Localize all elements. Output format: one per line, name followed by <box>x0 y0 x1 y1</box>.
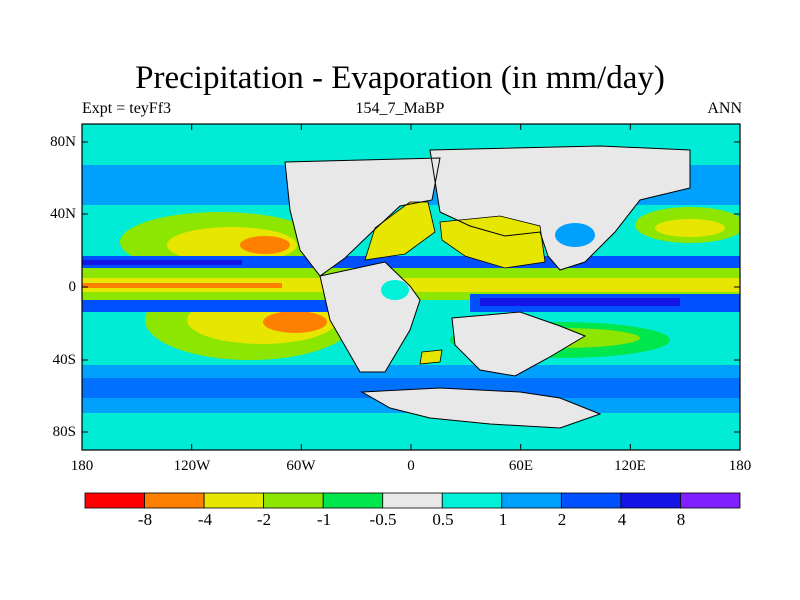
land-north-east <box>430 146 690 270</box>
colorbar-swatch <box>441 492 503 509</box>
colorbar-label: 8 <box>676 510 686 529</box>
lat-label-80s: 80S <box>52 424 76 440</box>
colorbar-label: -4 <box>197 510 213 529</box>
eq-dry-band <box>82 278 740 292</box>
eq-dry-band-edge <box>82 268 740 278</box>
moist-land-south <box>381 280 409 300</box>
map-field <box>82 124 740 450</box>
lat-label-40n: 40N <box>50 206 76 222</box>
npac-dry-core <box>167 227 297 263</box>
colorbar-swatch <box>203 492 265 509</box>
arid-interior-east <box>439 215 546 269</box>
wpac-dry-core <box>655 219 725 237</box>
spac-dry-max <box>263 311 327 333</box>
colorbar-swatch <box>560 492 622 509</box>
season-label: ANN <box>707 100 742 117</box>
colorbar-label: 2 <box>557 510 567 529</box>
lat-label-40s: 40S <box>52 352 76 368</box>
colorbar-label: 1 <box>498 510 508 529</box>
colorbar-label: -1 <box>316 510 332 529</box>
experiment-label: Expt = teyFf3 <box>82 100 172 117</box>
south-storm-track <box>82 378 740 398</box>
colorbar-swatch <box>84 492 145 509</box>
colorbar <box>84 492 741 509</box>
lon-label-0: 0 <box>407 458 415 474</box>
colorbar-label: 0.5 <box>432 510 454 529</box>
colorbar-swatch <box>144 492 205 509</box>
lon-label-180w: 180 <box>70 458 94 474</box>
lon-label-60e: 60E <box>508 458 534 474</box>
land-south-polar <box>362 388 600 428</box>
colorbar-swatch <box>680 492 741 509</box>
npac-dry-max <box>240 236 290 254</box>
itcz-north-core <box>82 260 242 265</box>
colorbar-label: -0.5 <box>369 510 397 529</box>
colorbar-swatch <box>501 492 562 509</box>
lon-label-60w: 60W <box>286 458 316 474</box>
lon-label-120e: 120E <box>614 458 646 474</box>
colorbar-swatch <box>382 492 443 509</box>
colorbar-swatch <box>322 492 384 509</box>
eq-dry-max <box>82 283 282 288</box>
colorbar-swatch <box>263 492 324 509</box>
plot-title: Precipitation - Evaporation (in mm/day) <box>135 60 665 96</box>
period-label: 154_7_MaBP <box>355 100 445 117</box>
arid-interior-west <box>364 201 436 261</box>
lat-label-eq: 0 <box>68 279 77 295</box>
land-south-east <box>452 312 585 376</box>
colorbar-label: 4 <box>617 510 627 529</box>
lon-label-120w: 120W <box>173 458 211 474</box>
itcz-south <box>82 300 332 312</box>
lat-label-80n: 80N <box>50 134 76 150</box>
land-north-west <box>285 158 440 276</box>
coastlines <box>284 145 691 429</box>
moist-land-east <box>555 223 595 247</box>
lon-label-180e: 180 <box>728 458 752 474</box>
colorbar-label: -8 <box>137 510 153 529</box>
arid-patch-south <box>419 349 443 365</box>
colorbar-swatch <box>620 492 681 509</box>
colorbar-label: -2 <box>256 510 272 529</box>
io-wet-core <box>480 298 680 306</box>
axis-ticks <box>81 124 741 450</box>
